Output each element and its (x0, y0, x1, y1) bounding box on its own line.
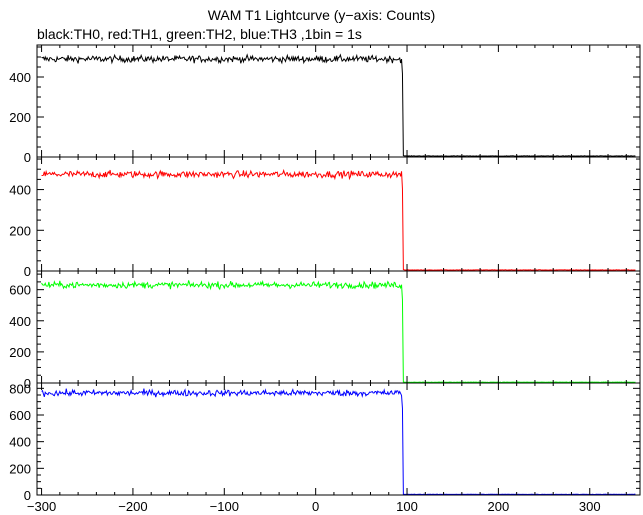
x-tick-label: −200 (118, 499, 147, 514)
panel-frame-th2 (36, 270, 641, 384)
x-tick-label: 0 (312, 499, 319, 514)
y-tick-label: 200 (9, 345, 31, 360)
series-line-th0 (41, 53, 636, 157)
chart-title: WAM T1 Lightcurve (y−axis: Counts) (207, 7, 436, 23)
series-line-th1 (41, 168, 636, 271)
x-tick-label: −300 (27, 499, 56, 514)
y-tick-label: 400 (9, 70, 31, 85)
x-tick-label: 200 (488, 499, 510, 514)
y-tick-label: 200 (9, 461, 31, 476)
y-tick-label: 600 (9, 283, 31, 298)
y-tick-label: 200 (9, 223, 31, 238)
y-tick-label: 0 (24, 376, 31, 391)
y-tick-label: 0 (24, 488, 31, 503)
y-tick-label: 400 (9, 314, 31, 329)
x-tick-label: 300 (579, 499, 601, 514)
x-tick-label: 100 (396, 499, 418, 514)
y-tick-label: 800 (9, 381, 31, 396)
y-tick-label: 400 (9, 183, 31, 198)
series-line-th3 (41, 388, 636, 496)
y-tick-label: 200 (9, 110, 31, 125)
series-line-th2 (41, 279, 636, 383)
panel-frame-th3 (36, 382, 641, 496)
x-tick-label: −100 (210, 499, 239, 514)
y-tick-label: 400 (9, 435, 31, 450)
y-tick-label: 0 (24, 150, 31, 165)
y-tick-label: 0 (24, 264, 31, 279)
y-tick-label: 600 (9, 408, 31, 423)
chart-subtitle: black:TH0, red:TH1, green:TH2, blue:TH3 … (37, 26, 362, 42)
